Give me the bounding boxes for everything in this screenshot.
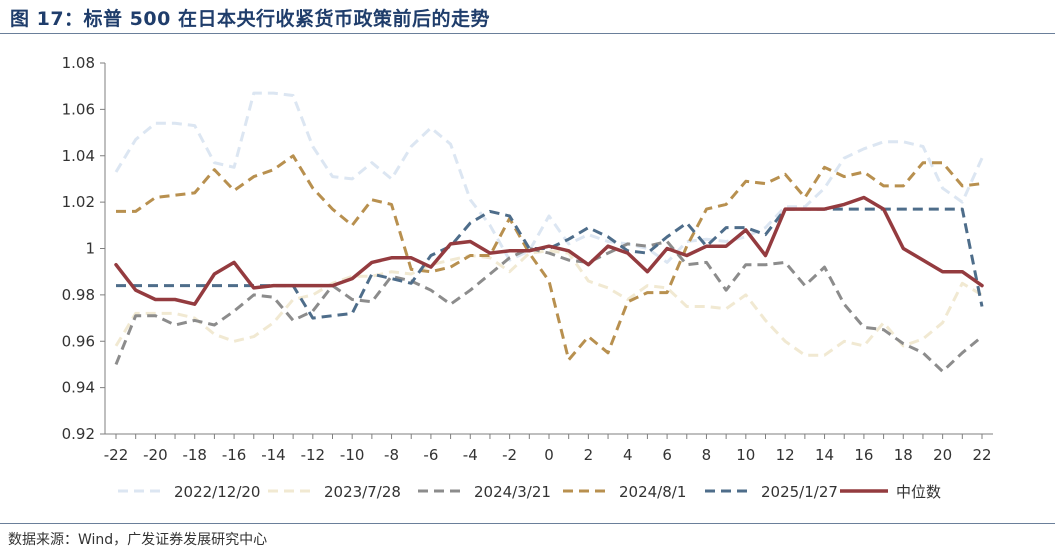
x-tick-label: -18: [182, 446, 207, 464]
figure-title: 图 17：标普 500 在日本央行收紧货币政策前后的走势: [10, 8, 490, 30]
x-tick-label: 22: [972, 446, 991, 464]
x-tick-label: -10: [340, 446, 365, 464]
x-tick-label: -2: [502, 446, 517, 464]
x-tick-label: 4: [623, 446, 633, 464]
x-tick-label: -12: [301, 446, 326, 464]
series-line-0: [114, 91, 984, 264]
y-tick-label: 0.98: [62, 286, 95, 304]
series-line-3: [116, 154, 983, 362]
title-rule: [0, 33, 1055, 34]
x-tick-label: -20: [143, 446, 168, 464]
x-tick-label: 14: [815, 446, 834, 464]
x-tick-label: -14: [261, 446, 286, 464]
x-tick-label: -22: [104, 446, 129, 464]
legend-label-1: 2023/7/28: [324, 483, 401, 501]
series-layer: [114, 91, 984, 373]
y-tick-label: 0.92: [62, 425, 95, 443]
source-note: 数据来源：Wind，广发证券发展研究中心: [8, 532, 268, 548]
series-line-1: [114, 249, 983, 357]
y-tick-label: 0.96: [62, 332, 95, 350]
series-line-5: [114, 195, 984, 306]
y-tick-label: 1.02: [62, 193, 95, 211]
x-tick-label: -4: [463, 446, 478, 464]
legend-label-2: 2024/3/21: [474, 483, 551, 501]
x-tick-label: -16: [222, 446, 247, 464]
x-tick-label: 10: [736, 446, 755, 464]
series-line-2: [114, 240, 983, 373]
chart-legend: 2022/12/20 2023/7/28 2024/3/21 2024/8/1 2025…: [118, 483, 941, 501]
x-tick-label: 12: [776, 446, 795, 464]
legend-label-5: 中位数: [896, 483, 941, 501]
x-tick-label: -8: [384, 446, 399, 464]
x-tick-label: 8: [702, 446, 712, 464]
y-tick-label: 0.94: [62, 379, 95, 397]
x-tick-label: -6: [423, 446, 438, 464]
x-tick-label: 2: [584, 446, 594, 464]
legend-label-4: 2025/1/27: [761, 483, 838, 501]
legend-label-3: 2024/8/1: [619, 483, 686, 501]
source-rule: [0, 523, 1055, 524]
x-tick-label: 20: [933, 446, 952, 464]
y-tick-label: 1.06: [62, 100, 95, 118]
legend-label-0: 2022/12/20: [174, 483, 260, 501]
x-tick-label: 18: [894, 446, 913, 464]
y-tick-label: 1: [85, 240, 95, 258]
x-tick-label: 16: [854, 446, 873, 464]
x-tick-label: 6: [662, 446, 672, 464]
x-tick-label: 0: [544, 446, 554, 464]
y-tick-label: 1.04: [62, 147, 95, 165]
series-line-4: [116, 207, 984, 320]
y-tick-label: 1.08: [62, 54, 95, 72]
